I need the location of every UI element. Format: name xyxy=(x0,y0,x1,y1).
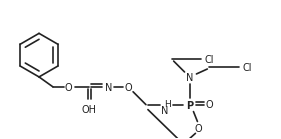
Text: P: P xyxy=(186,101,193,111)
Text: OH: OH xyxy=(81,105,96,115)
Text: O: O xyxy=(65,83,72,93)
Text: O: O xyxy=(205,100,213,110)
Text: Cl: Cl xyxy=(205,55,214,65)
Text: N: N xyxy=(105,83,112,93)
Text: N: N xyxy=(161,106,168,116)
Text: H: H xyxy=(164,100,171,109)
Text: Cl: Cl xyxy=(242,63,252,73)
Text: O: O xyxy=(195,124,202,134)
Text: N: N xyxy=(186,73,193,83)
Text: O: O xyxy=(124,83,132,93)
